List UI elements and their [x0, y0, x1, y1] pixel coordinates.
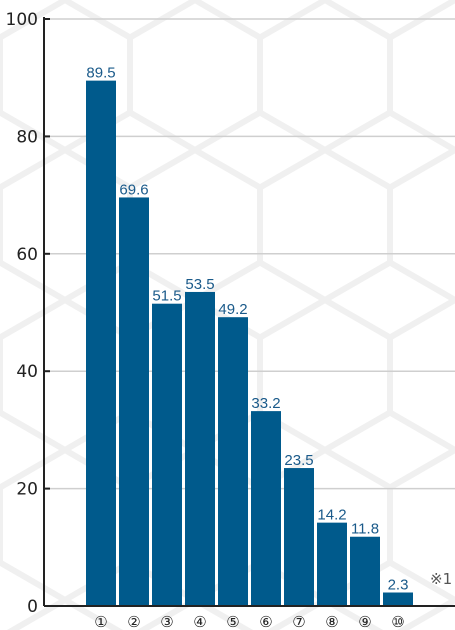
x-tick-label: ⑥: [259, 613, 272, 630]
y-tick-label: 20: [16, 480, 38, 500]
x-tick-label: ⑦: [292, 613, 305, 630]
bar: [284, 468, 314, 606]
x-axis-ticks: ① ② ③ ④ ⑤ ⑥ ⑦ ⑧ ⑨ ⑩: [94, 613, 404, 630]
bar: [218, 317, 248, 606]
x-tick-label: ⑧: [325, 613, 338, 630]
bar: [350, 536, 380, 606]
bar: [383, 592, 413, 606]
bar: [152, 303, 182, 606]
data-label: 11.8: [351, 521, 379, 538]
data-label: 33.2: [251, 395, 280, 412]
data-labels: 89.5 69.6 51.553.549.2 33.2 23.5 14.2 11.8 2.3: [86, 65, 408, 594]
bar: [317, 522, 347, 606]
bar: [185, 291, 215, 606]
data-label: 53.5: [185, 276, 214, 293]
bar: [251, 411, 281, 606]
y-tick-label: 0: [27, 597, 38, 617]
x-tick-label: ①: [94, 613, 107, 630]
x-tick-label: ②: [127, 613, 140, 630]
x-tick-label: ⑩: [391, 613, 404, 630]
x-tick-label: ③: [160, 613, 173, 630]
y-tick-label: 60: [16, 245, 38, 265]
x-tick-label: ④: [193, 613, 206, 630]
x-tick-label: ⑤: [226, 613, 239, 630]
data-label: 69.6: [119, 181, 148, 198]
data-label: 89.5: [86, 65, 115, 82]
y-tick-label: 40: [16, 362, 38, 382]
footnote-marker: ※1: [430, 570, 452, 588]
x-tick-label: ⑨: [358, 613, 371, 630]
y-tick-label: 100: [6, 10, 38, 30]
bar: [119, 197, 149, 606]
data-label: 2.3: [388, 576, 409, 593]
bars: [86, 80, 413, 606]
data-label: 51.5: [152, 288, 181, 305]
data-label: 49.2: [218, 301, 247, 318]
data-label: 14.2: [317, 507, 346, 524]
y-tick-label: 80: [16, 127, 38, 147]
y-axis-ticks: 0 20 40 60 80 100: [6, 10, 38, 617]
bar: [86, 80, 116, 606]
data-label: 23.5: [284, 452, 313, 469]
